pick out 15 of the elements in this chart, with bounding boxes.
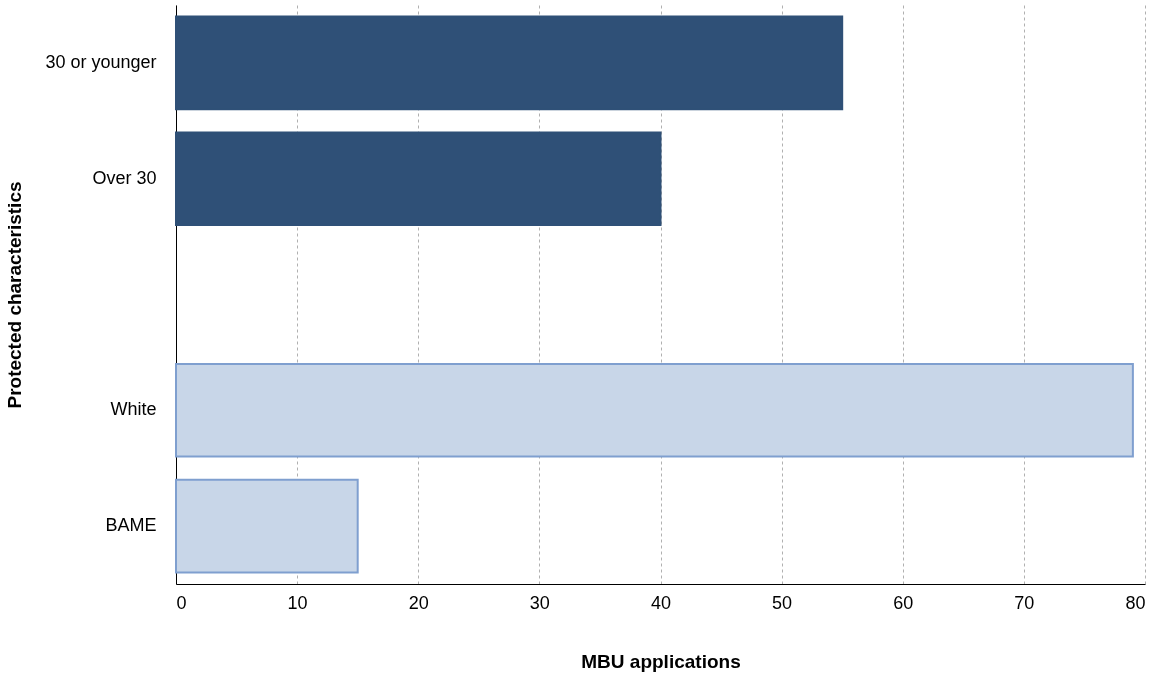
y-tick-label: Over 30 (92, 167, 157, 188)
x-axis-title: MBU applications (581, 650, 741, 672)
x-tick-label: 30 (529, 592, 550, 613)
x-tick-label: 10 (287, 592, 308, 613)
x-tick-label: 0 (176, 592, 187, 613)
y-axis-title: Protected characteristics (4, 181, 26, 409)
x-tick-label: 60 (893, 592, 914, 613)
x-tick-label: 70 (1014, 592, 1035, 613)
x-tick-label: 50 (772, 592, 793, 613)
x-tick-label: 20 (408, 592, 429, 613)
y-tick-label: BAME (105, 515, 157, 536)
x-tick-label: 80 (1125, 592, 1146, 613)
y-tick-label: White (110, 399, 157, 420)
x-tick-label: 40 (650, 592, 672, 613)
y-tick-label: 30 or younger (45, 51, 157, 72)
